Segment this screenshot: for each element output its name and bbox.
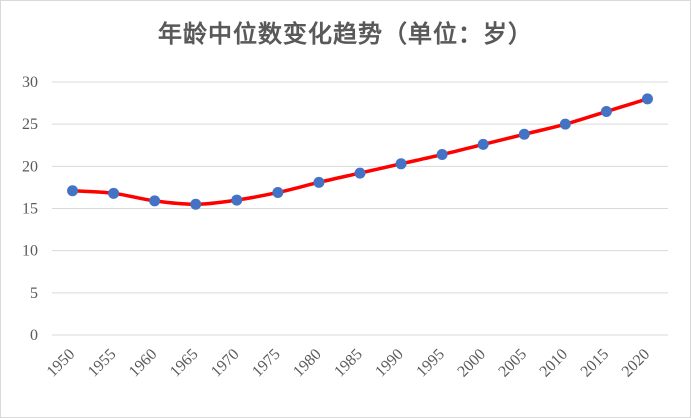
- chart-title: 年龄中位数变化趋势（单位：岁）: [158, 19, 533, 48]
- x-tick-label: 1985: [331, 346, 366, 381]
- y-tick-label: 15: [22, 201, 38, 218]
- x-tick-label: 2000: [454, 346, 489, 381]
- data-points: [67, 93, 653, 210]
- data-point-2010: [559, 118, 571, 130]
- data-point-1985: [354, 167, 366, 179]
- x-tick-label: 2020: [619, 346, 654, 381]
- y-tick-labels: 0 5 10 15 20 25 30: [22, 74, 38, 344]
- data-point-1955: [108, 187, 120, 199]
- y-tick-label: 20: [22, 158, 38, 175]
- x-tick-label: 2015: [578, 346, 613, 381]
- x-tick-label: 1990: [372, 346, 407, 381]
- series-line: [70, 97, 650, 207]
- x-tick-label: 1975: [249, 346, 284, 381]
- x-tick-label: 1970: [208, 346, 243, 381]
- x-tick-label: 1965: [167, 346, 202, 381]
- x-tick-label: 1980: [290, 346, 325, 381]
- data-point-1970: [231, 194, 243, 206]
- x-tick-label: 2005: [495, 346, 530, 381]
- data-point-1975: [272, 186, 284, 198]
- y-tick-label: 25: [22, 116, 38, 133]
- data-point-2020: [641, 93, 653, 105]
- y-tick-label: 10: [22, 243, 38, 260]
- x-tick-labels: 1950 1955 1960 1965 1970 1975 1980 1985 1990 1995…: [44, 346, 654, 381]
- data-point-1965: [190, 198, 202, 210]
- y-tick-label: 5: [30, 285, 38, 302]
- data-point-2005: [518, 128, 530, 140]
- x-tick-label: 2010: [537, 346, 572, 381]
- x-tick-label: 1995: [413, 346, 448, 381]
- data-point-2015: [600, 106, 612, 118]
- y-tick-label: 30: [22, 74, 38, 91]
- x-tick-label: 1950: [44, 346, 79, 381]
- data-point-1995: [436, 149, 448, 161]
- y-tick-label: 0: [30, 327, 38, 344]
- data-point-1950: [67, 185, 79, 197]
- data-point-2000: [477, 138, 489, 150]
- x-tick-label: 1955: [85, 346, 120, 381]
- x-tick-label: 1960: [126, 346, 161, 381]
- data-point-1980: [313, 176, 325, 188]
- data-point-1960: [149, 195, 161, 207]
- data-point-1990: [395, 158, 407, 170]
